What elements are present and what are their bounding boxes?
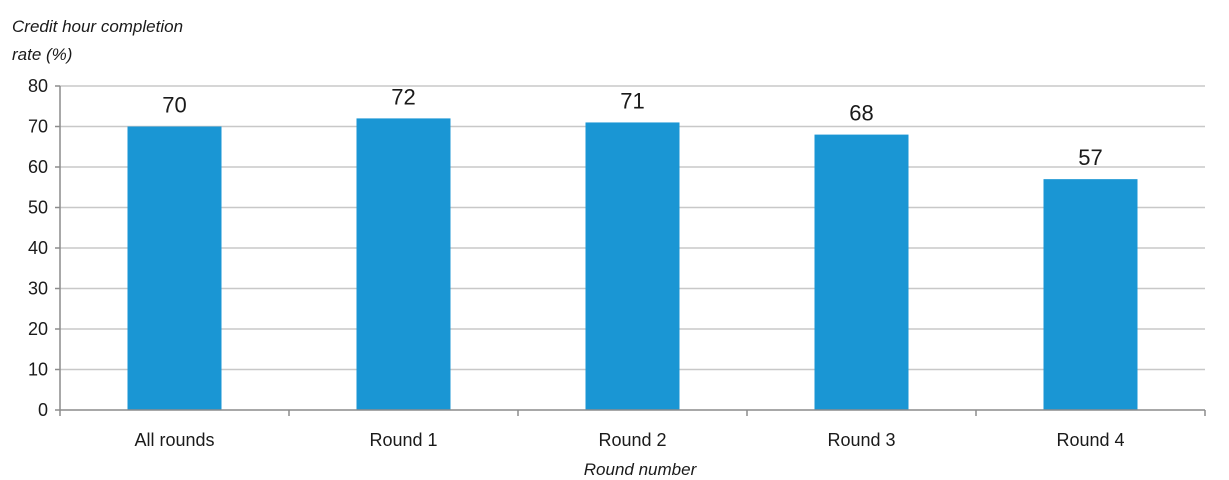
data-label-all-rounds: 70	[162, 93, 186, 118]
x-tick-label-round-3: Round 3	[827, 430, 895, 450]
data-label-round-3: 68	[849, 101, 873, 126]
x-tick-label-round-4: Round 4	[1056, 430, 1124, 450]
x-axis-title: Round number	[584, 460, 698, 479]
y-tick-label-20: 20	[28, 319, 48, 339]
bar-round-3	[814, 134, 909, 410]
y-tick-label-50: 50	[28, 198, 48, 218]
x-tick-label-round-1: Round 1	[369, 430, 437, 450]
x-tick-label-all-rounds: All rounds	[134, 430, 214, 450]
axes	[55, 85, 1206, 416]
labels: 0 10 20 30 40 50 60 70 80 70 All rounds 72 Round 1 71…	[28, 76, 1125, 450]
x-tick-label-round-2: Round 2	[598, 430, 666, 450]
data-label-round-1: 72	[391, 84, 415, 109]
bars	[127, 118, 1138, 411]
y-tick-label-30: 30	[28, 279, 48, 299]
bar-all-rounds	[127, 126, 222, 410]
y-tick-label-40: 40	[28, 238, 48, 258]
y-tick-label-0: 0	[38, 400, 48, 420]
data-label-round-2: 71	[620, 88, 644, 113]
bar-round-2	[585, 122, 680, 410]
y-axis-title-line-1: Credit hour completion	[12, 17, 183, 36]
data-label-round-4: 57	[1078, 145, 1102, 170]
bar-round-1	[356, 118, 451, 411]
y-tick-label-60: 60	[28, 157, 48, 177]
y-tick-label-80: 80	[28, 76, 48, 96]
y-axis-title-line-2: rate (%)	[12, 45, 72, 64]
y-tick-label-10: 10	[28, 360, 48, 380]
y-tick-label-70: 70	[28, 117, 48, 137]
bar-round-4	[1043, 179, 1138, 410]
